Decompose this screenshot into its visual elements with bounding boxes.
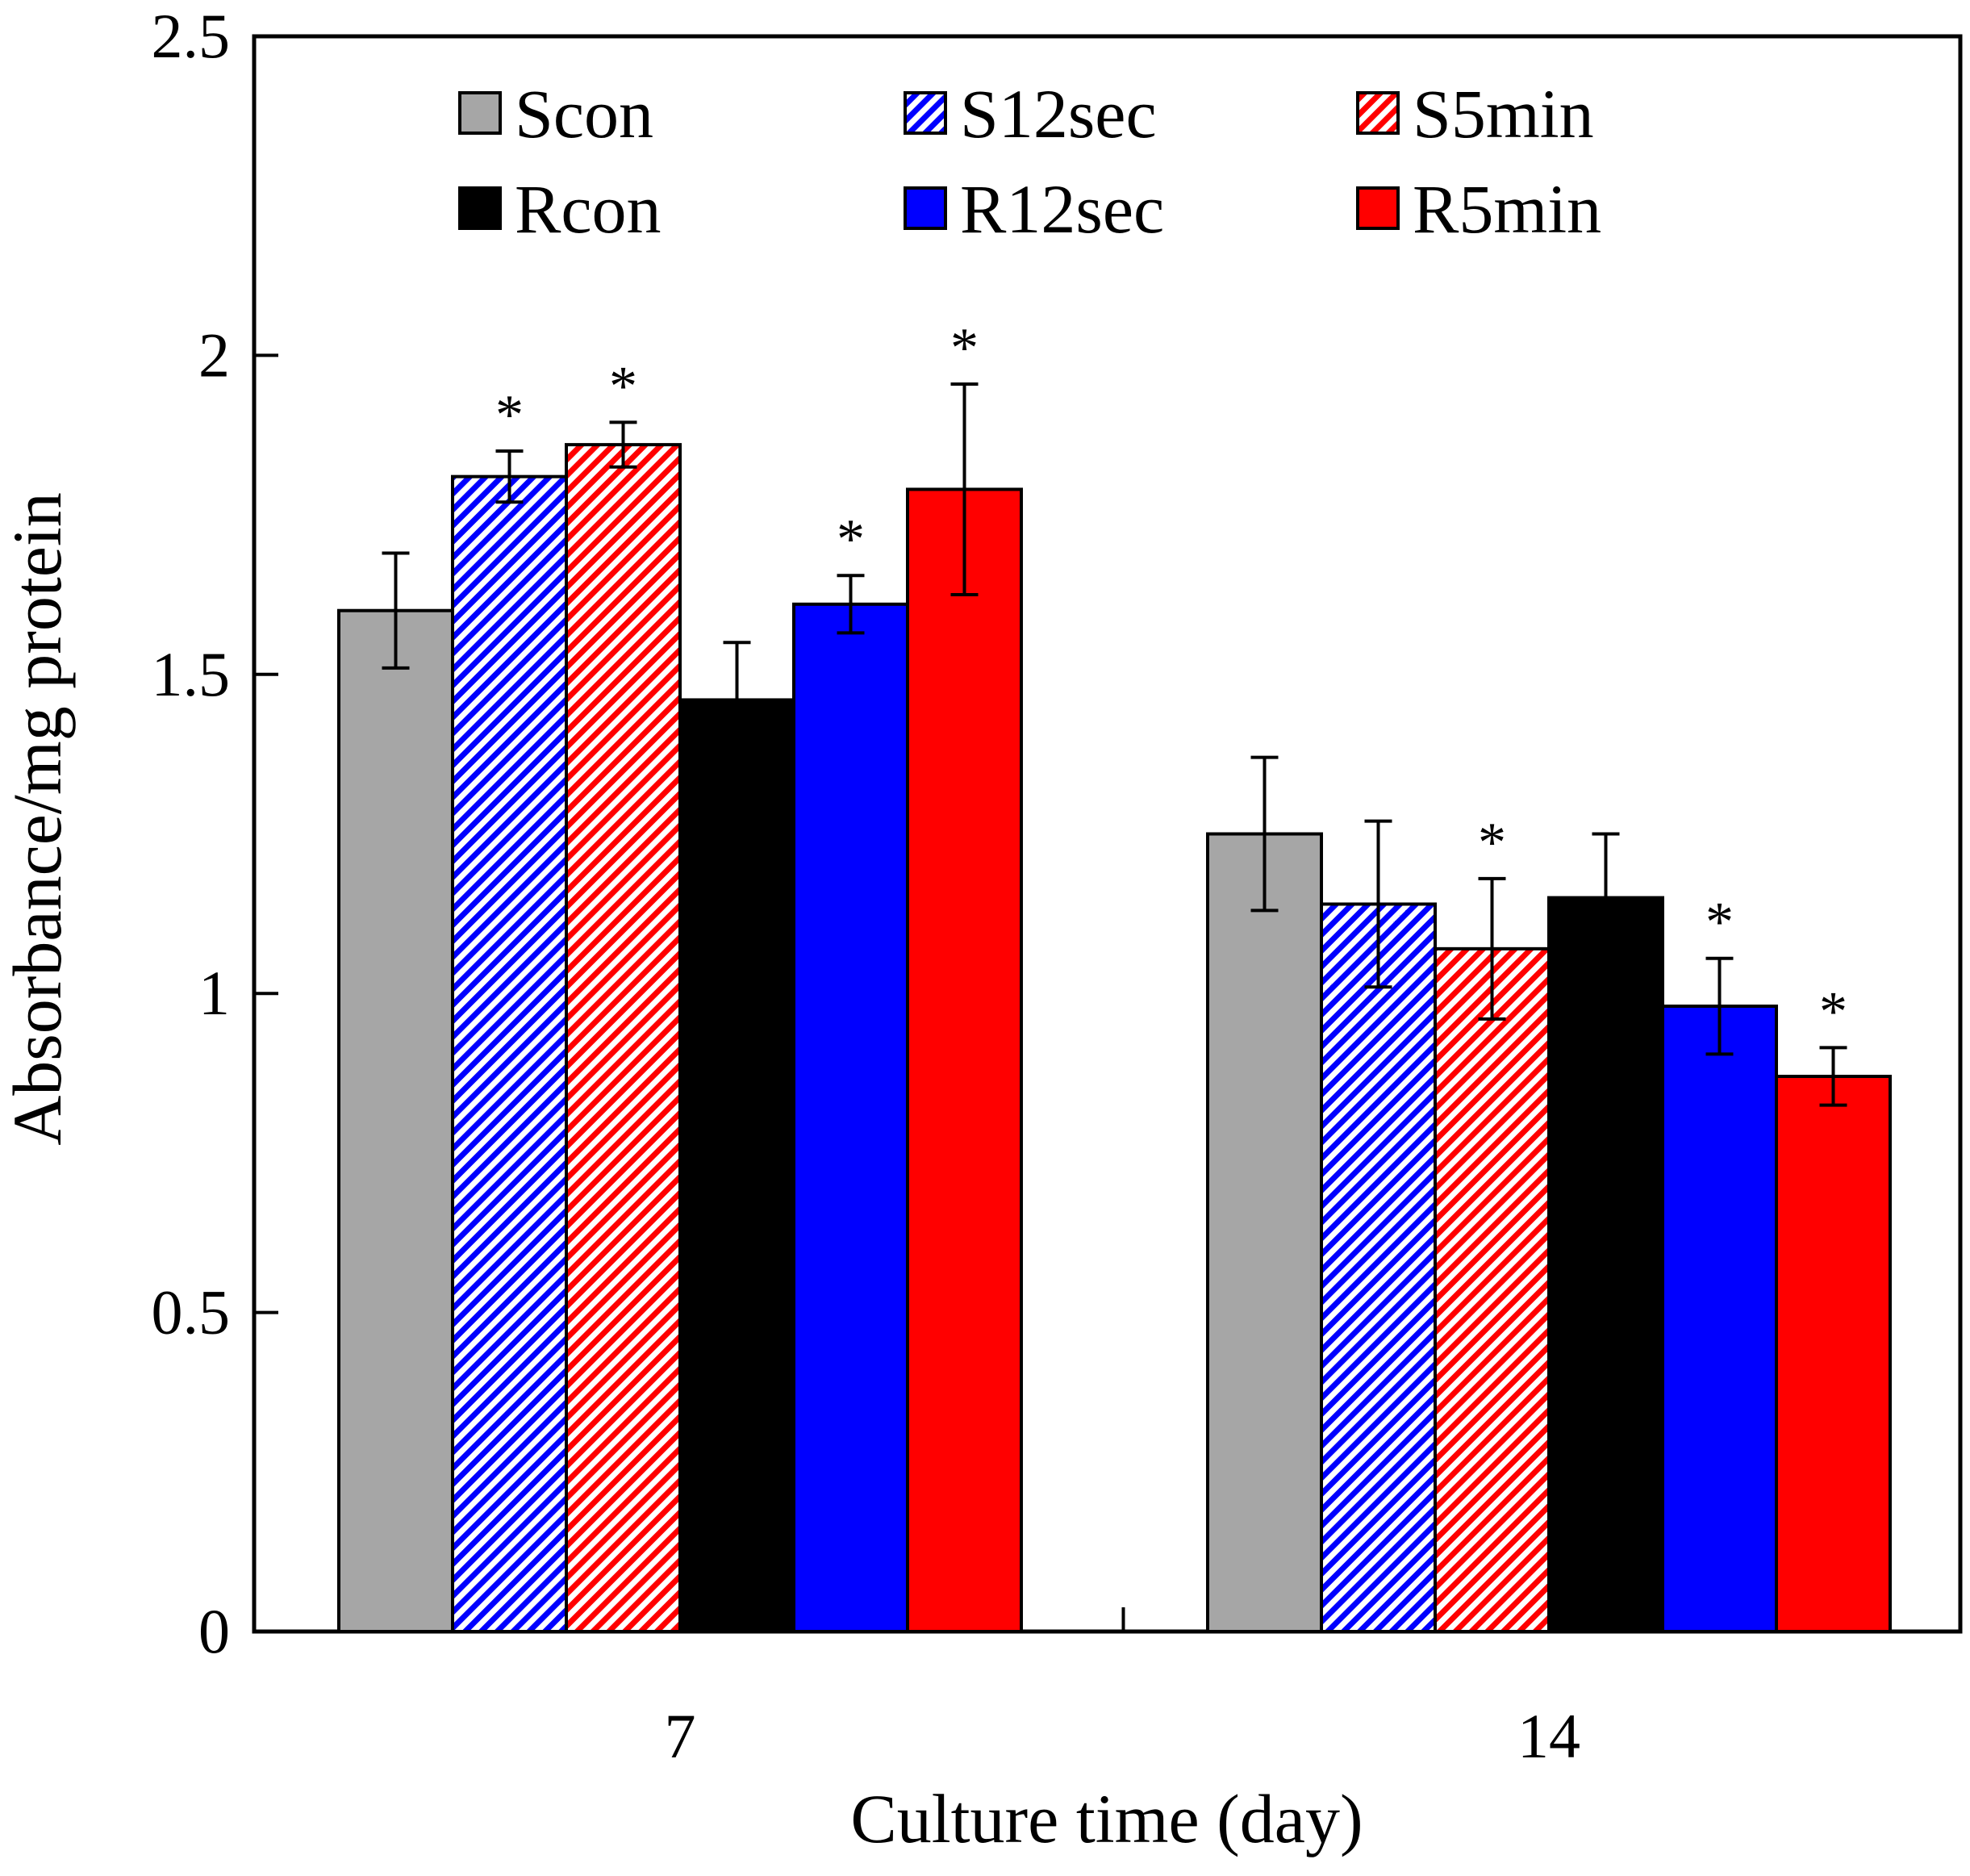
bar — [1320, 902, 1437, 1634]
bar — [1434, 946, 1551, 1633]
bar — [1775, 1075, 1892, 1633]
y-tick-label: 1 — [198, 958, 230, 1028]
bar — [792, 602, 909, 1633]
x-tick-label: 7 — [665, 1701, 696, 1771]
bar — [1547, 896, 1664, 1633]
significance-marker: * — [609, 355, 637, 417]
y-tick-label: 2 — [198, 320, 230, 390]
significance-marker: * — [1478, 812, 1506, 874]
legend-label: R5min — [1413, 170, 1601, 248]
bar — [1661, 1005, 1778, 1633]
y-axis-title: Absorbance/mg protein — [0, 492, 76, 1146]
legend-label: Scon — [515, 75, 653, 153]
bar — [1206, 832, 1323, 1633]
legend-swatch — [458, 186, 502, 230]
legend-label: R12sec — [960, 170, 1164, 248]
plot-area: 0 0.5 1 1.5 2 2.5 7 14 * * * * * * * Scon S12sec S5min Rco… — [152, 1, 1963, 1771]
y-tick-label: 0.5 — [152, 1277, 231, 1347]
legend-label: Rcon — [515, 170, 662, 248]
y-tick-label: 0 — [198, 1596, 230, 1666]
legend-swatch — [1356, 186, 1400, 230]
legend-label: S5min — [1413, 75, 1594, 153]
bar — [906, 487, 1023, 1633]
x-tick-label: 14 — [1517, 1701, 1580, 1771]
significance-marker: * — [950, 317, 979, 379]
legend-swatch — [458, 91, 502, 135]
legend-swatch — [904, 186, 947, 230]
bar — [451, 474, 568, 1633]
significance-marker: * — [495, 384, 524, 446]
legend-swatch — [1356, 91, 1400, 135]
significance-marker: * — [837, 508, 865, 570]
y-tick-label: 2.5 — [152, 1, 231, 71]
significance-marker: * — [1705, 892, 1734, 954]
legend-label: S12sec — [960, 75, 1157, 153]
bar — [337, 608, 454, 1633]
legend-swatch — [904, 91, 947, 135]
significance-marker: * — [1819, 980, 1847, 1042]
bar — [678, 698, 795, 1633]
bar — [565, 443, 682, 1633]
plot-frame — [252, 34, 1963, 1634]
x-axis-title: Culture time (day) — [850, 1780, 1363, 1857]
y-tick-label: 1.5 — [152, 639, 231, 709]
